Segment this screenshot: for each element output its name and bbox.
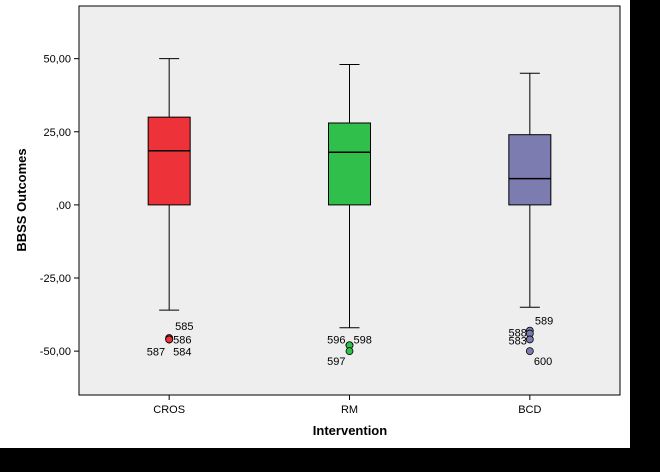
outlier-label: 598 [354, 334, 372, 346]
outlier-point [345, 347, 354, 356]
outlier-label: 587 [147, 346, 165, 358]
y-tick-label: 50,00 [43, 54, 71, 66]
iqr-box [508, 134, 552, 206]
chart-frame: 50,00 25,00,00 -25,00 -50,00 CROS RM BCD 585 5… [0, 0, 630, 448]
y-tick-label: -50,00 [40, 346, 71, 358]
iqr-box [328, 122, 371, 206]
outlier-label: 586 [173, 334, 191, 346]
x-axis-title: Intervention [313, 423, 387, 438]
outlier-point [525, 335, 534, 344]
outlier-label: 585 [175, 321, 193, 333]
box-group-rm: 596 598 597 [327, 63, 372, 368]
outlier-label: 583 [508, 335, 526, 347]
x-tick-label: RM [341, 404, 358, 416]
outlier-label: 588 [508, 328, 526, 340]
outlier-label: 597 [327, 356, 345, 368]
x-tick-label: CROS [153, 404, 185, 416]
y-tick-label: 25,00 [43, 127, 71, 139]
y-tick-label: ,00 [56, 200, 71, 212]
y-axis-title: BBSS Outcomes [14, 148, 29, 251]
y-tick-label: -25,00 [40, 273, 71, 285]
x-tick-label: BCD [518, 404, 541, 416]
outlier-label: 584 [173, 346, 191, 358]
outlier-point [165, 335, 174, 344]
y-axis: 50,00 25,00 ,00 -25,00 -50,00 [40, 54, 79, 358]
outlier-label: 596 [327, 334, 345, 346]
outlier-point [525, 347, 534, 356]
outlier-label: 589 [535, 316, 553, 328]
x-axis: CROS RM BCD [153, 395, 541, 416]
outlier-label: 600 [534, 356, 552, 368]
iqr-box [147, 116, 191, 206]
